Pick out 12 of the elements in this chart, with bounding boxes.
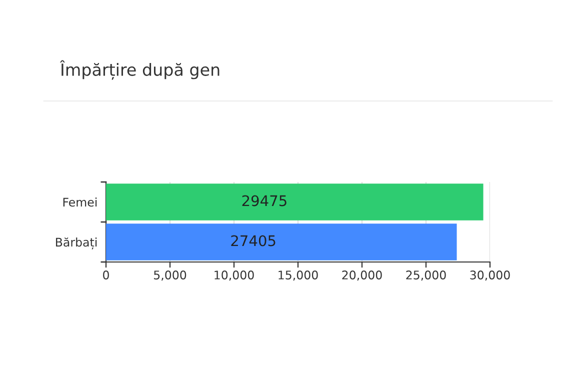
x-tick-label: 15,000 <box>278 270 318 281</box>
x-tick-label: 25,000 <box>406 270 446 281</box>
x-tick-label: 20,000 <box>342 270 382 281</box>
data-label: 29475 <box>242 195 286 206</box>
x-tick-label: 0 <box>103 270 109 280</box>
data-label: 27405 <box>231 235 276 246</box>
y-tick-label: Bărbați <box>56 237 97 250</box>
x-tick-label: 30,000 <box>470 270 510 281</box>
y-tick-label: Femei <box>63 198 97 207</box>
x-tick-label: 10,000 <box>214 270 254 281</box>
chart-title: Împărțire după gen <box>60 60 220 80</box>
x-tick-label: 5,000 <box>154 270 186 281</box>
